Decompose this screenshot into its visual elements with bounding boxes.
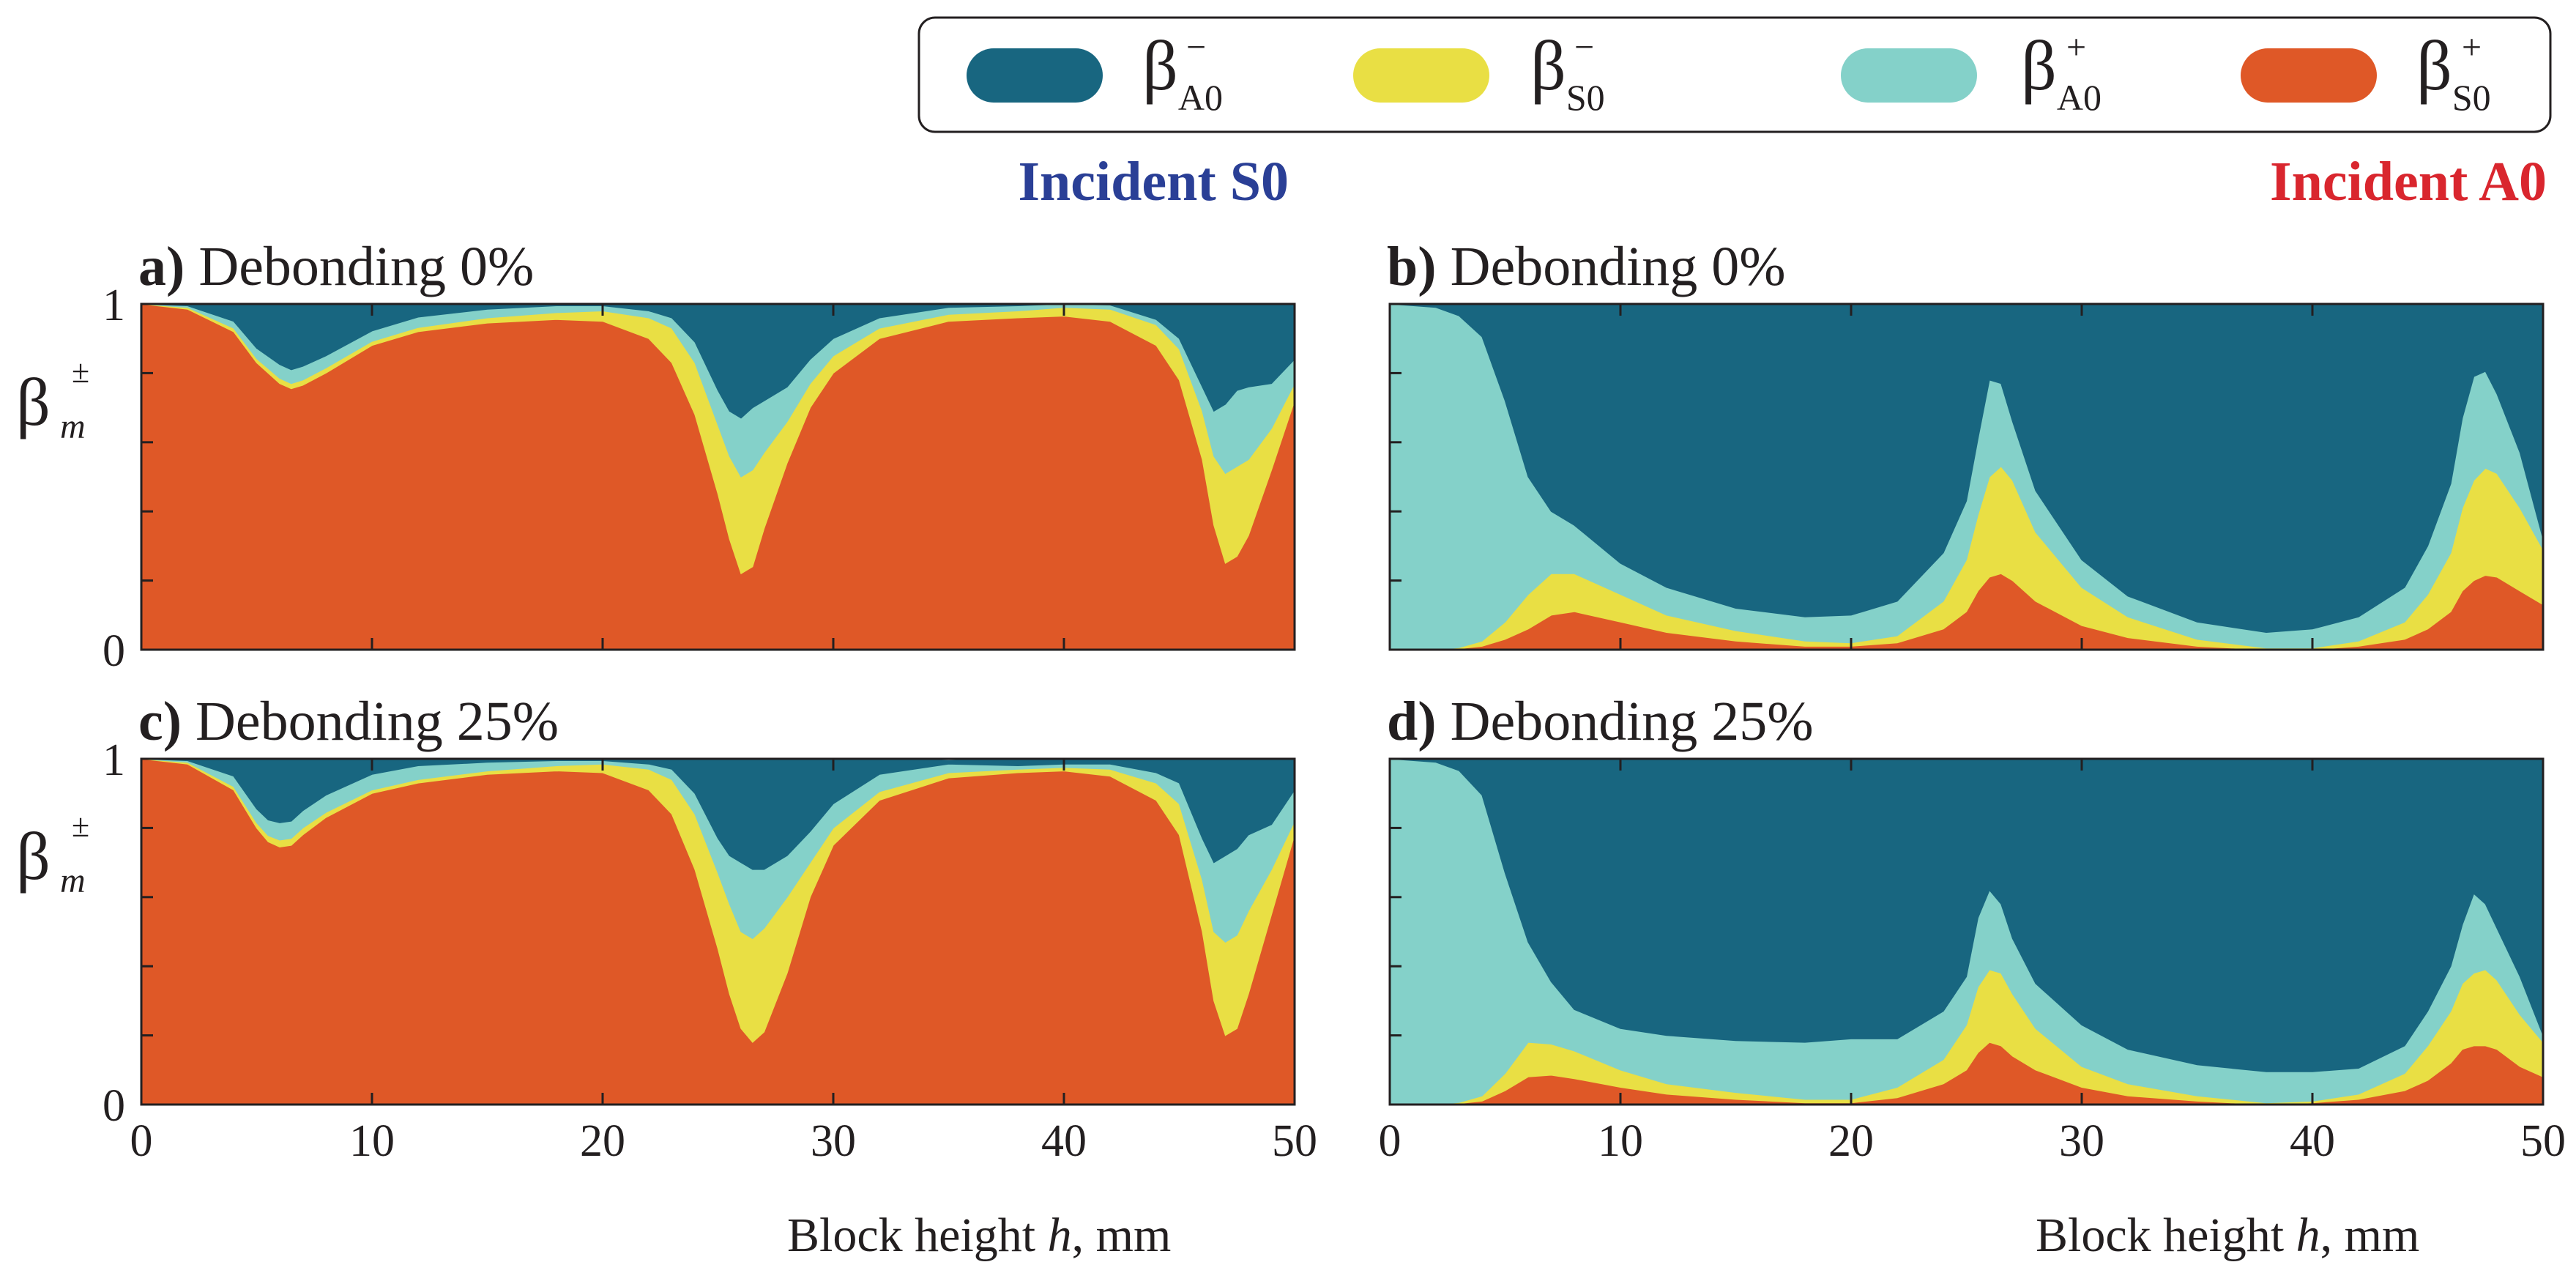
panel-title-text-c: Debonding 25%: [196, 691, 559, 752]
x-tick-label-c-10: 10: [349, 1116, 395, 1166]
x-tick-label-d-40: 40: [2290, 1116, 2335, 1166]
panel-title-c: c) Debonding 25%: [138, 691, 559, 752]
legend-entry-beta-s0-minus: βS0−: [1353, 26, 1605, 118]
legend-swatch-beta-a0-minus: [967, 48, 1103, 103]
panel-d: 0 10 20 30 40 50 d) Debonding 25%: [1379, 691, 2566, 1166]
legend-swatch-beta-s0-plus: [2241, 48, 2377, 103]
y-tick-label-a-0: 0: [103, 626, 125, 676]
panel-a: 0 1 a) Debonding 0%: [103, 236, 1296, 676]
panel-tag-b: b): [1387, 236, 1451, 297]
stacked-areas-a: [141, 304, 1295, 650]
panel-title-b: b) Debonding 0%: [1387, 236, 1786, 297]
legend-swatch-beta-s0-minus: [1353, 48, 1489, 103]
y-tick-label-c-0: 0: [103, 1081, 125, 1131]
legend-label-beta-a0-minus: βA0−: [1142, 26, 1223, 118]
panel-title-a: a) Debonding 0%: [138, 236, 534, 297]
panel-tag-c: c): [138, 691, 196, 752]
plot-frame-b: [1388, 303, 2545, 651]
legend-swatch-beta-a0-plus: [1841, 48, 1977, 103]
x-axis-title-left: Block height h, mm: [787, 1209, 1171, 1262]
panel-title-text-d: Debonding 25%: [1451, 691, 1814, 752]
panel-b: b) Debonding 0%: [1387, 236, 2545, 651]
legend-label-beta-s0-minus: βS0−: [1530, 26, 1605, 118]
stacked-areas-d: [1390, 759, 2543, 1105]
plot-frame-d: [1388, 757, 2545, 1106]
x-tick-label-c-40: 40: [1041, 1116, 1087, 1166]
legend-label-beta-a0-plus: βA0+: [2021, 26, 2102, 118]
panel-tag-d: d): [1387, 691, 1451, 752]
y-axis-symbol-bottom: β m±: [16, 808, 89, 900]
x-tick-label-c-0: 0: [130, 1116, 153, 1166]
area-series-a0-d: [1390, 759, 2543, 1072]
panels: 01a) Debonding 0% b) Debonding 0%0 10 20 30 4…: [103, 236, 2566, 1166]
y-axis-symbol-top: β m±: [16, 354, 89, 446]
x-tick-label-d-30: 30: [2059, 1116, 2104, 1166]
panel-title-text-b: Debonding 0%: [1451, 236, 1786, 297]
legend: βA0− βS0− βA0+ βS0+: [917, 16, 2552, 133]
plot-frame-c: [140, 757, 1296, 1106]
panel-title-text-a: Debonding 0%: [198, 236, 534, 297]
x-tick-label-c-50: 50: [1272, 1116, 1317, 1166]
x-tick-label-d-0: 0: [1379, 1116, 1401, 1166]
incident-s0-header: Incident S0: [1018, 151, 1289, 212]
area-series-a0-a: [141, 304, 1295, 419]
area-series-a0-b: [1390, 304, 2543, 634]
legend-label-beta-s0-plus: βS0+: [2416, 26, 2491, 118]
area-series-a0-c: [141, 759, 1295, 870]
x-tick-label-c-20: 20: [580, 1116, 625, 1166]
stacked-areas-c: [141, 759, 1295, 1105]
x-tick-label-d-50: 50: [2520, 1116, 2566, 1166]
stacked-areas-b: [1390, 304, 2543, 650]
legend-entry-beta-s0-plus: βS0+: [2241, 26, 2491, 118]
legend-frame: [917, 16, 2552, 133]
legend-entry-beta-a0-minus: βA0−: [967, 26, 1223, 118]
x-tick-label-d-10: 10: [1598, 1116, 1643, 1166]
panel-tag-a: a): [138, 236, 198, 297]
panel-c: 0 10 20 30 40 50 0 1 c) Debonding 25%: [103, 691, 1317, 1166]
incident-a0-header: Incident A0: [2270, 151, 2547, 212]
x-axis-title-right: Block height h, mm: [2036, 1209, 2419, 1262]
y-tick-label-a-5: 1: [103, 281, 125, 330]
x-tick-label-d-20: 20: [1828, 1116, 1874, 1166]
panel-title-d: d) Debonding 25%: [1387, 691, 1814, 752]
plot-frame-a: [140, 303, 1296, 651]
legend-entry-beta-a0-plus: βA0+: [1841, 26, 2102, 118]
x-tick-label-c-30: 30: [811, 1116, 856, 1166]
y-tick-label-c-5: 1: [103, 735, 125, 785]
